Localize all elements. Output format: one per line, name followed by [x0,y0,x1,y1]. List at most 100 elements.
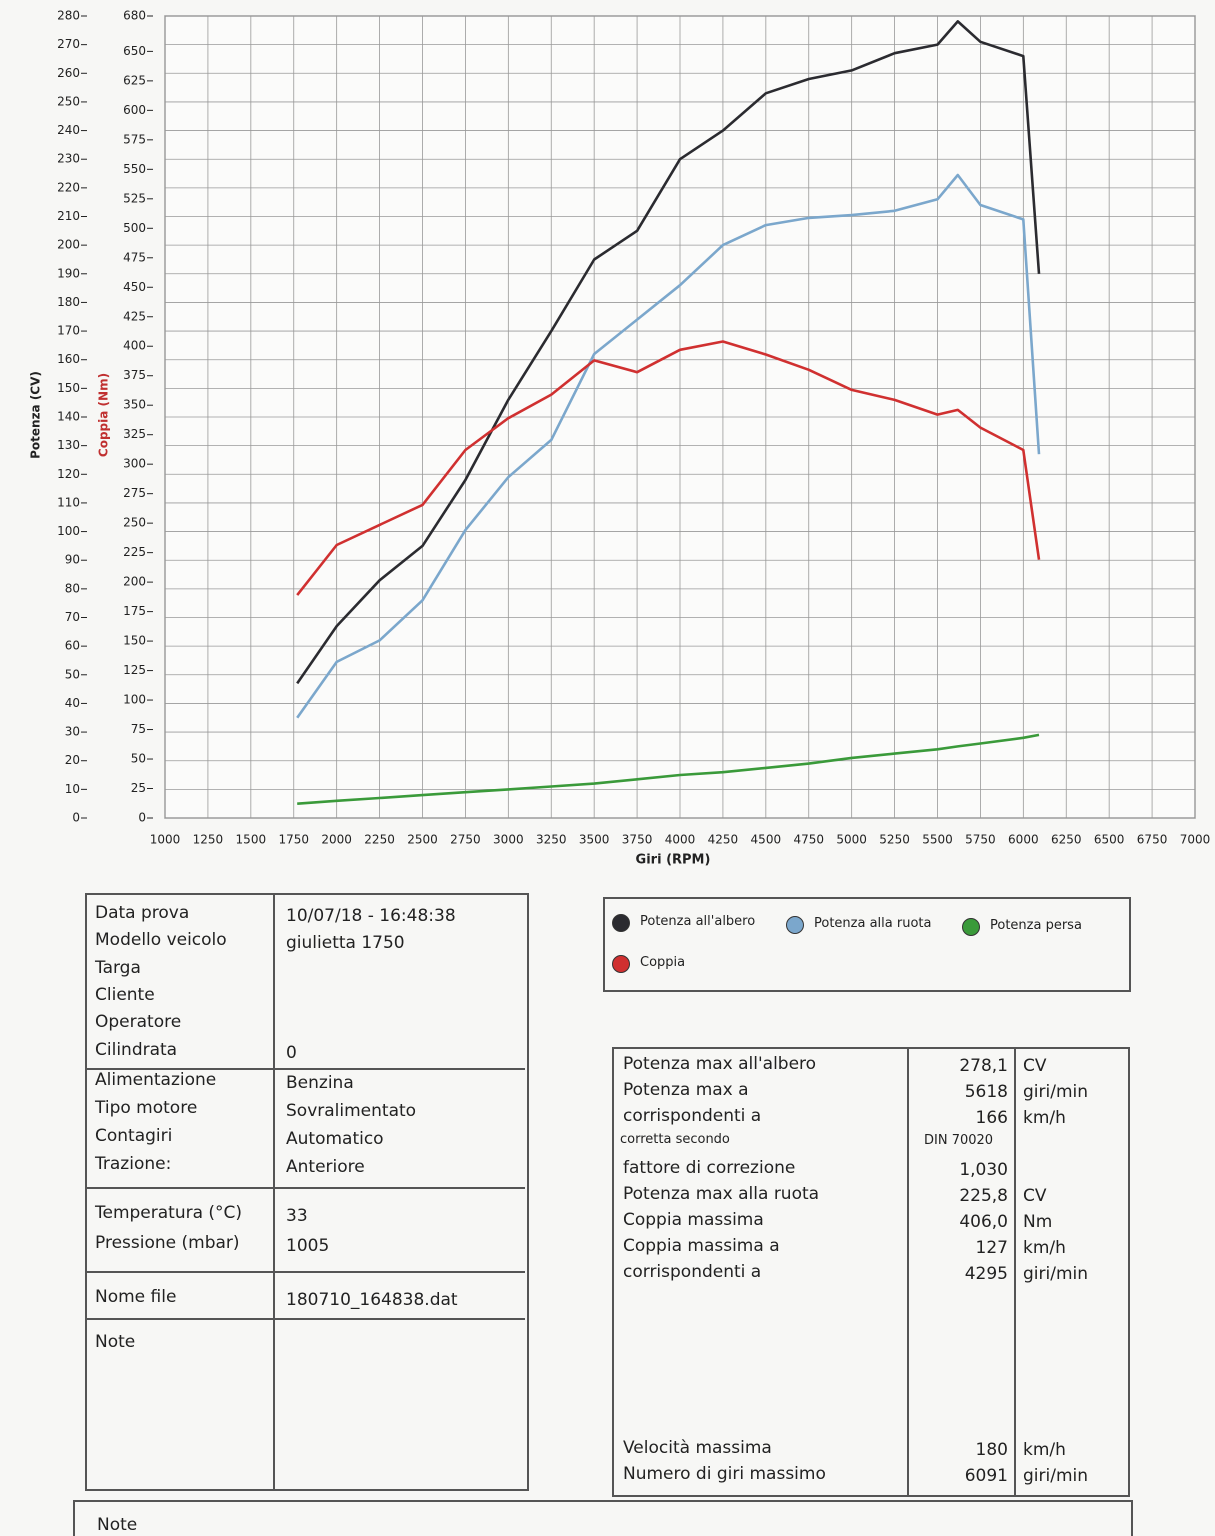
result-label: Numero di giri massimo [623,1464,826,1484]
info-label: Temperatura (°C) [95,1203,243,1223]
result-value: 1,030 [959,1160,1008,1180]
y2-tick-label: 50 [131,752,146,766]
y-tick-label: 260 [57,66,80,80]
x-tick-label: 3250 [536,833,567,847]
x-tick-label: 2500 [407,833,438,847]
y-tick-label: 180 [57,295,80,309]
series-line [297,733,1040,805]
y2-tick-label: 650 [123,44,146,58]
info-value: giulietta 1750 [286,933,405,954]
info-value: Sovralimentato [286,1101,417,1121]
x-tick-label: 6250 [1051,833,1082,847]
y-tick-label: 250 [57,94,80,108]
y-tick-label: 170 [57,324,80,338]
series-line [296,20,1041,685]
x-tick-label: 1250 [193,833,224,847]
info-value: 180710_164838.dat [286,1290,458,1310]
info-label: Data prova [95,903,190,923]
y-tick-label: 240 [57,123,80,137]
legend-marker [612,914,630,932]
y2-tick-label: 680 [123,9,146,23]
y2-tick-label: 425 [123,309,146,323]
y-tick-label: 40 [65,696,80,710]
info-label: Cliente [95,984,155,1005]
y-tick-label: 0 [72,811,80,825]
x-tick-label: 1500 [236,833,267,847]
result-label: Potenza max alla ruota [623,1184,820,1204]
y2-tick-label: 575 [123,132,146,146]
note-label: Note [97,1515,138,1535]
result-value: 127 [975,1238,1008,1258]
info-value: 10/07/18 - 16:48:38 [286,906,456,926]
info-label: Operatore [95,1012,182,1033]
y-tick-label: 100 [57,524,80,538]
result-unit: km/h [1023,1238,1066,1258]
chart: Potenza (CV) Coppia (Nm) Giri (RPM) 1000… [29,9,1211,868]
note-box [73,1500,1133,1536]
y2-tick-label: 300 [123,457,146,471]
legend-marker [612,955,630,973]
x-tick-label: 1000 [150,833,181,847]
result-value: DIN 70020 [924,1133,994,1148]
info-label: Pressione (mbar) [95,1233,240,1253]
y-tick-label: 20 [65,753,80,767]
x-tick-label: 4750 [793,833,824,847]
y2-tick-label: 250 [123,516,146,530]
result-label: corretta secondo [620,1132,730,1147]
legend [603,897,1131,992]
info-value: Anteriore [286,1157,365,1177]
x-tick-label: 3000 [493,833,524,847]
y-tick-label: 30 [65,725,80,739]
x-tick-label: 4250 [708,833,739,847]
legend-marker [786,916,804,934]
info-label: Contagiri [95,1126,173,1146]
x-tick-label: 5000 [836,833,867,847]
result-label: corrispondenti a [623,1106,762,1126]
result-value: 278,1 [959,1056,1008,1076]
x-axis-title: Giri (RPM) [636,853,711,868]
x-tick-label: 6000 [1008,833,1039,847]
y2-tick-label: 200 [123,575,146,589]
result-value: 5618 [964,1082,1008,1102]
result-value: 180 [975,1440,1008,1460]
y-tick-label: 120 [57,467,80,481]
y-tick-label: 50 [65,667,80,681]
y2-tick-label: 550 [123,162,146,176]
legend-label: Potenza persa [990,918,1082,933]
y-tick-label: 110 [57,495,80,509]
legend-marker [962,918,980,936]
legend-label: Potenza alla ruota [814,916,932,931]
y-tick-label: 70 [65,610,80,624]
result-unit: giri/min [1023,1082,1089,1102]
y2-tick-label: 450 [123,280,146,294]
y2-tick-label: 400 [123,339,146,353]
info-label: Cilindrata [95,1039,178,1060]
x-tick-label: 5750 [965,833,996,847]
result-value: 6091 [964,1466,1008,1486]
info-value: Automatico [286,1129,384,1149]
y-tick-label: 140 [57,410,80,424]
result-unit: CV [1023,1186,1047,1206]
y-tick-label: 270 [57,37,80,51]
y2-tick-label: 525 [123,191,146,205]
y-tick-label: 130 [57,438,80,452]
info-label: Modello veicolo [95,930,227,951]
result-value: 225,8 [959,1186,1008,1206]
divider [1014,1049,1016,1495]
series-line [296,173,1041,719]
y-tick-label: 210 [57,209,80,223]
divider [87,1068,525,1070]
x-tick-label: 4500 [751,833,782,847]
result-unit: Nm [1023,1212,1053,1232]
divider [87,1187,525,1189]
result-value: 406,0 [959,1212,1008,1232]
x-tick-label: 6500 [1094,833,1125,847]
y-tick-label: 10 [65,782,80,796]
info-label: Nome file [95,1287,177,1307]
y2-tick-label: 75 [131,722,146,736]
info-value: Benzina [286,1073,354,1093]
x-tick-label: 3500 [579,833,610,847]
y2-tick-label: 25 [131,781,146,795]
x-tick-label: 7000 [1180,833,1211,847]
y-tick-label: 160 [57,352,80,366]
